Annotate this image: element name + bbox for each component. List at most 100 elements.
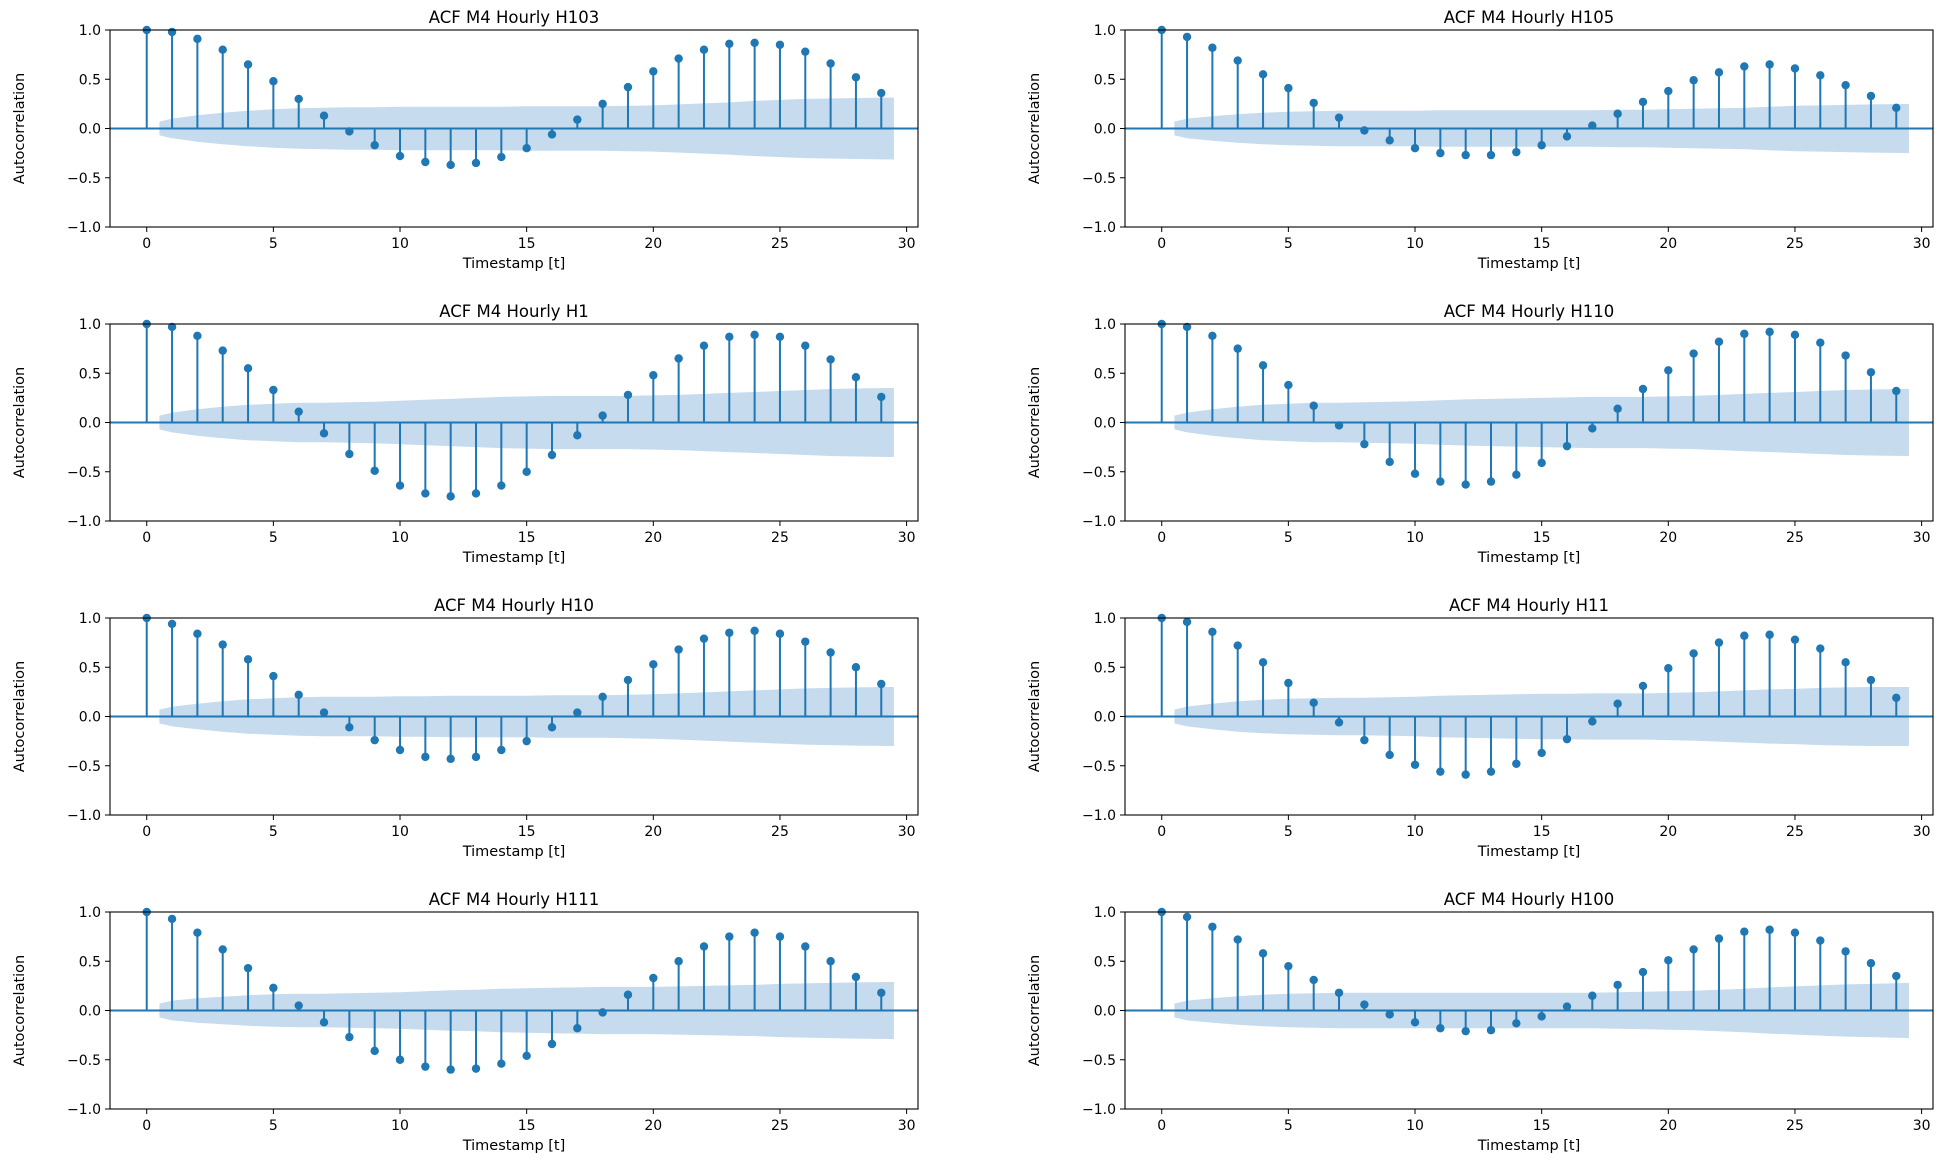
acf-marker <box>522 467 531 476</box>
acf-marker <box>573 115 582 124</box>
y-tick-label: −1.0 <box>1082 808 1116 824</box>
x-tick-label: 15 <box>518 1118 536 1134</box>
acf-marker <box>1334 718 1344 727</box>
acf-marker <box>877 679 886 689</box>
y-tick-label: −0.5 <box>67 465 101 481</box>
acf-marker <box>826 59 835 68</box>
acf-marker <box>1410 760 1420 769</box>
acf-marker <box>370 1046 379 1056</box>
acf-marker <box>598 1008 607 1017</box>
y-tick-label: 0.0 <box>79 710 101 726</box>
y-axis-label: Autocorrelation <box>1027 661 1043 772</box>
acf-panel: 0 5 10 15 20 25 30 −1.0 −0.5 0.0 0.5 1.0 ACF M4 Hour… <box>1027 890 1934 1154</box>
y-tick-label: −0.5 <box>1082 171 1116 187</box>
acf-marker <box>750 330 759 340</box>
acf-marker <box>345 449 354 459</box>
x-tick-label: 25 <box>771 236 789 252</box>
acf-marker <box>1537 1012 1546 1021</box>
y-tick-label: 1.0 <box>1094 611 1116 627</box>
y-tick-label: −1.0 <box>67 808 101 824</box>
acf-marker <box>1208 627 1217 636</box>
acf-marker <box>801 341 810 350</box>
acf-marker <box>1309 698 1318 707</box>
x-tick-label: 25 <box>771 1118 789 1134</box>
x-tick-label: 30 <box>898 236 916 252</box>
acf-marker <box>1334 113 1344 122</box>
acf-marker <box>269 385 278 395</box>
acf-marker <box>243 364 253 373</box>
panel-title: ACF M4 Hourly H100 <box>1444 890 1614 909</box>
y-tick-label: 0.5 <box>1094 366 1116 382</box>
acf-marker <box>1182 617 1192 627</box>
acf-marker <box>1689 76 1698 85</box>
acf-marker <box>218 640 227 649</box>
acf-marker <box>319 708 329 717</box>
acf-marker <box>801 47 810 56</box>
acf-marker <box>851 73 861 82</box>
acf-marker <box>649 371 658 380</box>
acf-marker <box>1410 469 1420 478</box>
panel-title: ACF M4 Hourly H111 <box>429 890 599 909</box>
acf-marker <box>1182 32 1192 42</box>
acf-marker <box>1790 928 1800 937</box>
acf-marker <box>167 914 177 924</box>
acf-marker <box>1638 681 1648 691</box>
x-tick-label: 30 <box>1913 824 1931 840</box>
acf-marker <box>1689 649 1698 658</box>
acf-marker <box>1816 936 1825 945</box>
acf-marker <box>1714 337 1724 346</box>
acf-marker <box>851 972 861 982</box>
acf-marker <box>725 39 734 48</box>
y-tick-label: 1.0 <box>79 317 101 333</box>
acf-marker <box>775 629 785 638</box>
acf-marker <box>851 663 861 672</box>
acf-panel: 0 5 10 15 20 25 30 −1.0 −0.5 0.0 0.5 1.0 ACF M4 Hour… <box>1027 596 1934 860</box>
acf-marker <box>193 331 202 341</box>
x-axis-label: Timestamp [t] <box>462 256 566 272</box>
acf-marker <box>1765 630 1774 639</box>
acf-marker <box>471 1064 481 1073</box>
x-tick-label: 10 <box>1406 530 1424 546</box>
acf-marker <box>598 692 607 701</box>
acf-marker <box>319 111 329 120</box>
acf-marker <box>1537 458 1546 468</box>
x-tick-label: 5 <box>1284 530 1293 546</box>
acf-marker <box>1714 68 1724 77</box>
acf-marker <box>1385 750 1394 760</box>
x-tick-label: 10 <box>1406 1118 1424 1134</box>
y-tick-label: 0.0 <box>1094 416 1116 432</box>
y-axis-label: Autocorrelation <box>1027 955 1043 1066</box>
y-tick-label: 0.5 <box>79 366 101 382</box>
acf-marker <box>497 152 506 162</box>
y-tick-label: −1.0 <box>1082 514 1116 530</box>
x-tick-label: 20 <box>1659 236 1677 252</box>
y-axis-label: Autocorrelation <box>1027 367 1043 478</box>
acf-marker <box>1841 947 1850 956</box>
acf-marker <box>1461 1026 1470 1036</box>
y-tick-label: −0.5 <box>1082 759 1116 775</box>
acf-marker <box>1613 699 1622 708</box>
acf-marker <box>1562 132 1572 141</box>
acf-marker <box>1588 991 1597 1000</box>
x-tick-label: 5 <box>1284 824 1293 840</box>
acf-marker <box>395 481 405 490</box>
x-tick-label: 20 <box>644 236 662 252</box>
y-tick-label: 0.0 <box>1094 710 1116 726</box>
acf-marker <box>1360 735 1369 745</box>
acf-marker <box>1866 368 1876 377</box>
acf-marker <box>1309 98 1318 108</box>
acf-marker <box>294 1001 303 1010</box>
x-tick-label: 5 <box>269 236 278 252</box>
acf-marker <box>471 489 481 498</box>
panel-title: ACF M4 Hourly H1 <box>439 302 588 321</box>
y-axis-label: Autocorrelation <box>12 73 28 184</box>
x-tick-label: 30 <box>898 530 916 546</box>
x-tick-label: 15 <box>1533 1118 1551 1134</box>
acf-marker <box>269 983 278 993</box>
y-tick-label: 1.0 <box>79 611 101 627</box>
acf-marker <box>1360 439 1369 449</box>
acf-marker <box>370 735 379 745</box>
acf-marker <box>1461 770 1470 779</box>
acf-marker <box>1486 150 1496 160</box>
